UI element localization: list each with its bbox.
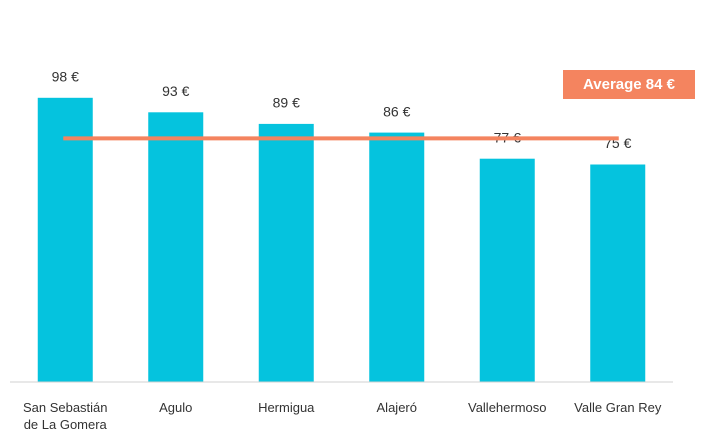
x-tick-label: Hermigua	[258, 400, 315, 415]
bar	[258, 123, 314, 383]
x-tick-label: Alajeró	[376, 400, 417, 415]
x-tick-label: Agulo	[159, 400, 193, 415]
bar	[479, 158, 535, 382]
value-label: 89 €	[273, 95, 300, 111]
x-tick-label: San Sebastián de La Gomera	[22, 400, 108, 432]
bar	[369, 132, 425, 382]
value-label: 86 €	[383, 103, 410, 119]
bar	[590, 164, 646, 382]
average-box	[563, 70, 695, 99]
bar	[148, 112, 204, 383]
x-tick-label: Vallehermoso	[467, 400, 547, 415]
average-label: Average 84 €	[583, 76, 676, 93]
x-tick-label: Valle Gran Rey	[574, 400, 662, 415]
value-label: 93 €	[162, 83, 189, 99]
value-label: 98 €	[52, 69, 79, 85]
bar	[37, 97, 93, 383]
